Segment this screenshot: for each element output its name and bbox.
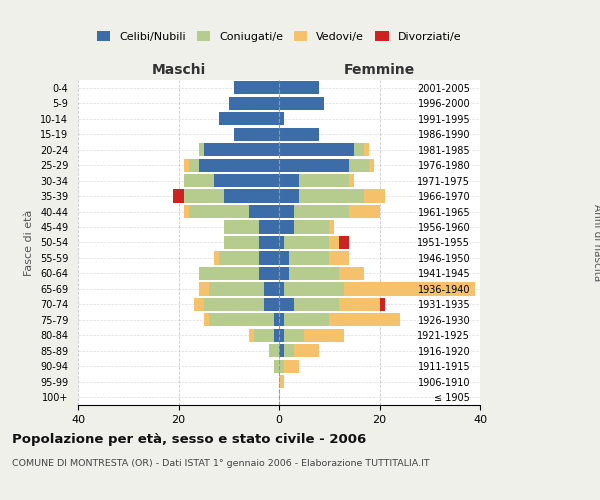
Bar xyxy=(364,190,385,202)
Bar xyxy=(344,282,475,296)
Bar xyxy=(284,314,329,326)
Bar xyxy=(284,360,299,373)
Bar xyxy=(218,252,259,264)
Bar xyxy=(199,158,279,172)
Bar xyxy=(203,143,279,156)
Bar xyxy=(279,220,294,234)
Bar xyxy=(194,298,203,311)
Legend: Celibi/Nubili, Coniugati/e, Vedovi/e, Divorziati/e: Celibi/Nubili, Coniugati/e, Vedovi/e, Di… xyxy=(92,27,466,46)
Bar xyxy=(234,81,279,94)
Bar xyxy=(234,128,279,140)
Bar xyxy=(199,267,259,280)
Bar xyxy=(279,190,299,202)
Bar xyxy=(284,282,344,296)
Bar xyxy=(274,314,279,326)
Bar xyxy=(254,329,274,342)
Bar xyxy=(370,158,374,172)
Bar xyxy=(279,314,284,326)
Bar xyxy=(214,174,279,187)
Bar xyxy=(249,329,254,342)
Bar xyxy=(279,143,355,156)
Bar xyxy=(284,344,294,358)
Bar xyxy=(279,112,284,126)
Bar xyxy=(209,314,274,326)
Bar xyxy=(364,143,370,156)
Bar xyxy=(329,252,349,264)
Bar xyxy=(349,174,355,187)
Bar xyxy=(259,267,279,280)
Bar xyxy=(279,96,324,110)
Bar xyxy=(299,190,364,202)
Bar xyxy=(274,360,279,373)
Bar xyxy=(224,220,259,234)
Bar xyxy=(259,252,279,264)
Bar xyxy=(279,282,284,296)
Bar xyxy=(203,298,264,311)
Bar xyxy=(199,143,203,156)
Bar xyxy=(355,143,364,156)
Bar xyxy=(284,329,304,342)
Bar xyxy=(279,360,284,373)
Bar xyxy=(229,96,279,110)
Bar xyxy=(269,344,279,358)
Bar xyxy=(294,205,349,218)
Bar xyxy=(340,267,364,280)
Bar xyxy=(294,220,329,234)
Bar xyxy=(304,329,344,342)
Bar xyxy=(218,112,279,126)
Bar xyxy=(279,298,294,311)
Text: Anni di nascita: Anni di nascita xyxy=(592,204,600,281)
Bar xyxy=(203,314,209,326)
Bar xyxy=(184,174,214,187)
Bar xyxy=(209,282,264,296)
Bar xyxy=(294,344,319,358)
Bar xyxy=(279,375,284,388)
Bar xyxy=(299,174,349,187)
Text: Femmine: Femmine xyxy=(344,63,415,77)
Bar xyxy=(349,205,380,218)
Bar xyxy=(279,344,284,358)
Bar xyxy=(188,205,249,218)
Bar xyxy=(249,205,279,218)
Bar xyxy=(224,190,279,202)
Bar xyxy=(188,158,199,172)
Bar xyxy=(264,298,279,311)
Bar xyxy=(259,236,279,249)
Bar xyxy=(279,158,349,172)
Bar xyxy=(329,220,334,234)
Bar xyxy=(184,190,224,202)
Bar xyxy=(184,158,188,172)
Bar xyxy=(279,81,319,94)
Bar xyxy=(279,174,299,187)
Bar xyxy=(184,205,188,218)
Bar xyxy=(340,298,380,311)
Bar xyxy=(199,282,209,296)
Bar xyxy=(289,252,329,264)
Bar xyxy=(380,298,385,311)
Bar xyxy=(294,298,340,311)
Text: COMUNE DI MONTRESTA (OR) - Dati ISTAT 1° gennaio 2006 - Elaborazione TUTTITALIA.: COMUNE DI MONTRESTA (OR) - Dati ISTAT 1°… xyxy=(12,459,430,468)
Text: Popolazione per età, sesso e stato civile - 2006: Popolazione per età, sesso e stato civil… xyxy=(12,432,366,446)
Bar xyxy=(279,205,294,218)
Bar xyxy=(279,236,284,249)
Bar xyxy=(264,282,279,296)
Text: Maschi: Maschi xyxy=(151,63,206,77)
Bar xyxy=(349,158,370,172)
Bar xyxy=(284,236,329,249)
Bar xyxy=(279,267,289,280)
Bar xyxy=(329,236,340,249)
Bar xyxy=(279,252,289,264)
Bar xyxy=(224,236,259,249)
Y-axis label: Fasce di età: Fasce di età xyxy=(25,210,34,276)
Bar xyxy=(259,220,279,234)
Bar xyxy=(329,314,400,326)
Bar xyxy=(274,329,279,342)
Bar xyxy=(279,128,319,140)
Bar xyxy=(173,190,184,202)
Bar xyxy=(340,236,349,249)
Bar xyxy=(289,267,340,280)
Bar xyxy=(279,329,284,342)
Bar xyxy=(214,252,218,264)
